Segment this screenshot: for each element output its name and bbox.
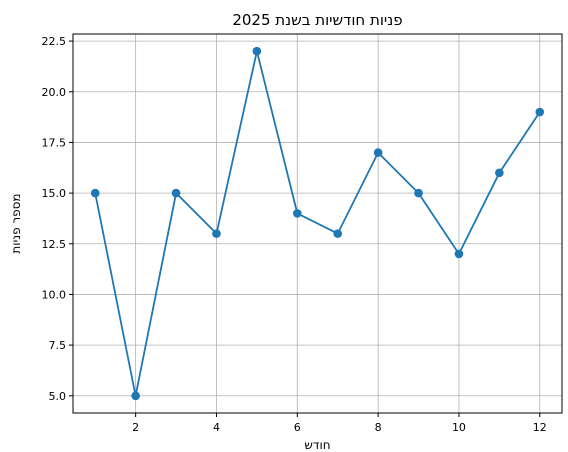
x-tick-label: 8	[375, 421, 382, 434]
y-tick-label: 12.5	[42, 238, 67, 251]
x-tick-label: 6	[294, 421, 301, 434]
x-axis-label: חודש	[304, 438, 330, 452]
x-tick-label: 10	[452, 421, 466, 434]
data-point	[292, 209, 302, 218]
data-point	[171, 188, 181, 198]
data-point	[373, 148, 383, 157]
x-tick-label: 2	[132, 421, 139, 434]
y-tick-label: 7.5	[49, 339, 67, 352]
data-point	[90, 188, 100, 198]
y-tick-label: 20.0	[42, 86, 67, 99]
y-tick-label: 15.0	[42, 187, 67, 200]
data-point	[212, 229, 221, 238]
x-tick-label: 12	[533, 421, 547, 434]
series-line	[94, 50, 541, 397]
y-tick-label: 22.5	[42, 35, 67, 48]
data-point	[333, 229, 343, 238]
x-axis-ticks: 2 4 6 8 10 12	[132, 413, 547, 434]
grid-layer	[73, 34, 562, 413]
y-axis-label: מספר פניות	[9, 193, 23, 253]
data-point	[252, 46, 262, 56]
plot-area-frame	[72, 33, 563, 414]
y-tick-label: 10.0	[42, 288, 67, 301]
data-point	[414, 188, 423, 198]
data-point	[454, 249, 464, 259]
series-layer	[90, 46, 545, 401]
x-tick-label: 4	[213, 421, 220, 434]
data-point	[131, 391, 140, 401]
data-point	[535, 107, 545, 117]
data-point	[495, 168, 504, 178]
y-tick-label: 5.0	[49, 390, 67, 403]
y-tick-label: 17.5	[42, 136, 67, 149]
y-axis-ticks: 5.0 7.5 10.0 12.5 15.0 17.5 20.0 22.5	[42, 35, 73, 403]
chart-title: פניות חודשיות בשנת 2025	[232, 11, 402, 29]
